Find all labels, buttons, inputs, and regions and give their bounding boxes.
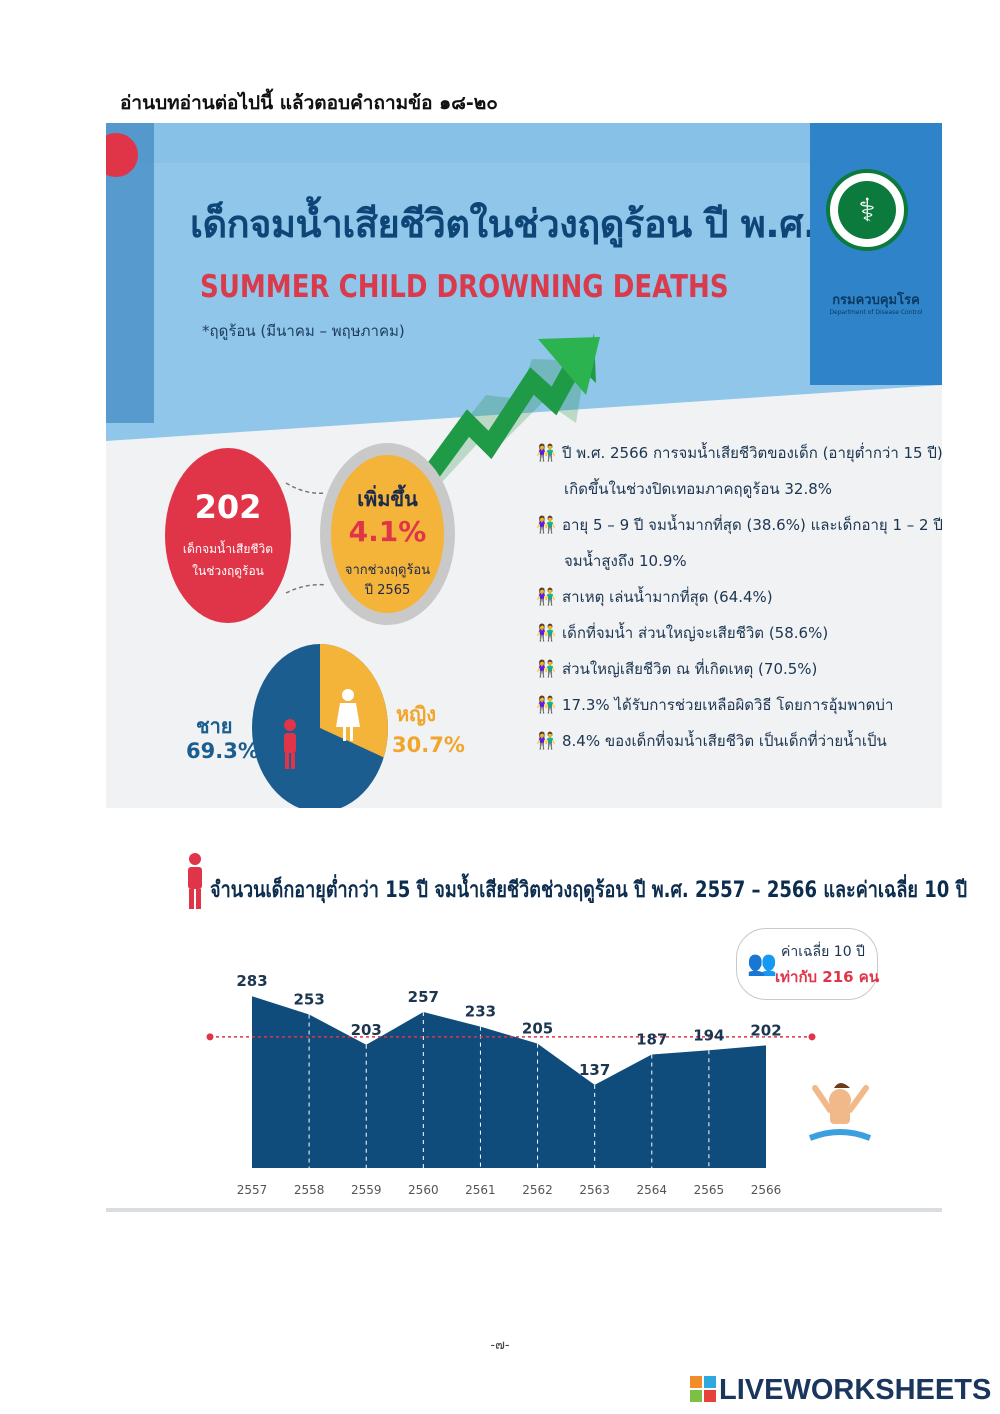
people-icon: 👫 bbox=[536, 587, 556, 606]
fact-continuation: เกิดขึ้นในช่วงปิดเทอมภาคฤดูร้อน 32.8% bbox=[564, 480, 833, 498]
increase-title: เพิ่มขึ้น bbox=[357, 487, 418, 511]
headline-thai: เด็กจมน้ำเสียชีวิตในช่วงฤดูร้อน ปี พ.ศ. … bbox=[190, 202, 934, 246]
value-label: 283 bbox=[236, 972, 267, 990]
deaths-count-circle: 202 เด็กจมน้ำเสียชีวิต ในช่วงฤดูร้อน bbox=[165, 448, 291, 623]
female-percent: 30.7% bbox=[392, 733, 465, 757]
department-name-thai: กรมควบคุมโรค bbox=[832, 293, 920, 308]
swimmer-icon bbox=[808, 1083, 872, 1141]
people-icon: 👫 bbox=[536, 515, 556, 534]
deaths-count: 202 bbox=[194, 488, 262, 526]
x-tick-label: 2561 bbox=[465, 1183, 496, 1197]
value-label: 257 bbox=[408, 988, 439, 1006]
brand-text: LIVEWORKSHEETS bbox=[719, 1374, 992, 1406]
sky-band bbox=[106, 123, 942, 441]
fact-item: 👫 ส่วนใหญ่เสียชีวิต ณ ที่เกิดเหตุ (70.5%) bbox=[536, 657, 817, 681]
fact-item: 👫 สาเหตุ เล่นน้ำมากที่สุด (64.4%) bbox=[536, 585, 773, 609]
value-label: 137 bbox=[579, 1061, 610, 1079]
average-badge: 👥 ค่าเฉลี่ย 10 ปี เท่ากับ 216 คน bbox=[736, 928, 880, 1000]
x-tick-label: 2560 bbox=[408, 1183, 439, 1197]
fact-text: เด็กที่จมน้ำ ส่วนใหญ่จะเสียชีวิต (58.6%) bbox=[562, 624, 829, 642]
girl-icon bbox=[336, 689, 360, 741]
people-icon: 👫 bbox=[536, 623, 556, 642]
season-note: *ฤดูร้อน (มีนาคม – พฤษภาคม) bbox=[202, 322, 405, 340]
people-icon: 👫 bbox=[536, 443, 556, 462]
person-head-left bbox=[106, 133, 138, 177]
fact-continuation: จมน้ำสูงถึง 10.9% bbox=[564, 552, 687, 570]
fact-text: สาเหตุ เล่นน้ำมากที่สุด (64.4%) bbox=[562, 588, 773, 606]
people-icon: 👫 bbox=[536, 695, 556, 714]
fact-text: 17.3% ได้รับการช่วยเหลือผิดวิธี โดยการอุ… bbox=[562, 696, 894, 714]
growth-arrow bbox=[416, 333, 600, 489]
fact-item: 👫 ปี พ.ศ. 2566 การจมน้ำเสียชีวิตของเด็ก (… bbox=[536, 441, 942, 465]
x-tick-label: 2557 bbox=[237, 1183, 268, 1197]
value-label: 187 bbox=[636, 1031, 667, 1049]
increase-inner: เพิ่มขึ้น 4.1% จากช่วงฤดูร้อน ปี 2565 bbox=[331, 455, 444, 613]
gender-pie-chart bbox=[252, 644, 388, 808]
people-icon: 👫 bbox=[536, 731, 556, 750]
fact-item: 👫 อายุ 5 – 9 ปี จมน้ำมากที่สุด (38.6%) แล… bbox=[536, 513, 942, 537]
increase-subtitle-line1: จากช่วงฤดูร้อน bbox=[344, 563, 431, 578]
sky-shade bbox=[106, 123, 942, 163]
x-tick-label: 2562 bbox=[522, 1183, 553, 1197]
fact-text: ปี พ.ศ. 2566 การจมน้ำเสียชีวิตของเด็ก (อ… bbox=[562, 444, 942, 462]
x-tick-label: 2563 bbox=[579, 1183, 610, 1197]
person-icon bbox=[188, 853, 202, 909]
average-line-start bbox=[206, 1033, 214, 1041]
liveworksheets-mark-icon bbox=[690, 1376, 716, 1402]
page-number: -๗- bbox=[490, 1338, 510, 1353]
divider bbox=[106, 1208, 942, 1212]
value-label: 203 bbox=[351, 1021, 382, 1039]
area-series bbox=[252, 996, 766, 1168]
male-label: ชาย bbox=[196, 714, 233, 738]
average-value: เท่ากับ 216 คน bbox=[775, 968, 880, 986]
pie-slice-female bbox=[320, 644, 388, 758]
boy-icon bbox=[284, 719, 296, 769]
instruction-text: อ่านบทอ่านต่อไปนี้ แล้วตอบคำถามข้อ ๑๘-๒๐ bbox=[120, 92, 498, 114]
value-label: 194 bbox=[693, 1026, 724, 1044]
deaths-label-line2: ในช่วงฤดูร้อน bbox=[192, 564, 264, 578]
x-tick-label: 2565 bbox=[694, 1183, 725, 1197]
increase-subtitle-line2: ปี 2565 bbox=[364, 583, 411, 598]
group-people-icon: 👥 bbox=[747, 949, 777, 977]
value-label: 202 bbox=[750, 1021, 781, 1039]
increase-percent: 4.1% bbox=[348, 515, 427, 548]
fact-item: 👫 17.3% ได้รับการช่วยเหลือผิดวิธี โดยการอ… bbox=[536, 693, 893, 717]
female-label: หญิง bbox=[396, 702, 436, 726]
headline-english: SUMMER CHILD DROWNING DEATHS bbox=[200, 269, 729, 305]
x-tick-label: 2566 bbox=[751, 1183, 782, 1197]
fact-text: ส่วนใหญ่เสียชีวิต ณ ที่เกิดเหตุ (70.5%) bbox=[562, 660, 818, 678]
ministry-seal: ⚕ bbox=[826, 169, 908, 251]
department-name-english: Department of Disease Control bbox=[829, 309, 923, 316]
male-percent: 69.3% bbox=[186, 739, 259, 763]
caduceus-icon: ⚕ bbox=[838, 181, 896, 239]
infographic-panel: เด็กจมน้ำเสียชีวิตในช่วงฤดูร้อน ปี พ.ศ. … bbox=[106, 123, 942, 808]
connector-dashes bbox=[285, 482, 327, 594]
value-label: 205 bbox=[522, 1020, 553, 1038]
infographic-background bbox=[106, 123, 942, 594]
average-label: ค่าเฉลี่ย 10 ปี bbox=[781, 944, 865, 960]
x-tick-label: 2564 bbox=[637, 1183, 668, 1197]
liveworksheets-logo[interactable]: LIVEWORKSHEETS bbox=[690, 1374, 991, 1407]
value-label: 253 bbox=[293, 990, 324, 1008]
people-icon: 👫 bbox=[536, 659, 556, 678]
drowning-area-chart: 283 2557 253 2558 203 2559 257 2560 233 2561 205 25… bbox=[206, 972, 872, 1197]
fact-text: อายุ 5 – 9 ปี จมน้ำมากที่สุด (38.6%) และ… bbox=[562, 516, 942, 534]
chart-area-layer bbox=[206, 996, 816, 1168]
fact-item: 👫 8.4% ของเด็กที่จมน้ำเสียชีวิต เป็นเด็กท… bbox=[536, 729, 887, 753]
deaths-label-line1: เด็กจมน้ำเสียชีวิต bbox=[182, 542, 274, 556]
increase-circle: เพิ่มขึ้น 4.1% จากช่วงฤดูร้อน ปี 2565 bbox=[320, 443, 455, 625]
average-line-end bbox=[808, 1033, 816, 1041]
x-tick-label: 2558 bbox=[294, 1183, 325, 1197]
x-tick-label: 2559 bbox=[351, 1183, 382, 1197]
ministry-logo-box: ⚕ กรมควบคุมโรค Department of Disease Con… bbox=[810, 123, 942, 385]
fact-item: 👫 เด็กที่จมน้ำ ส่วนใหญ่จะเสียชีวิต (58.6%… bbox=[536, 621, 828, 645]
chart-title: จำนวนเด็กอายุต่ำกว่า 15 ปี จมน้ำเสียชีวิ… bbox=[210, 878, 968, 903]
fact-text: 8.4% ของเด็กที่จมน้ำเสียชีวิต เป็นเด็กที… bbox=[562, 732, 887, 750]
chart-labels-layer: 283 2557 253 2558 203 2559 257 2560 233 2561 205 25… bbox=[236, 972, 781, 1197]
value-label: 233 bbox=[465, 1003, 496, 1021]
